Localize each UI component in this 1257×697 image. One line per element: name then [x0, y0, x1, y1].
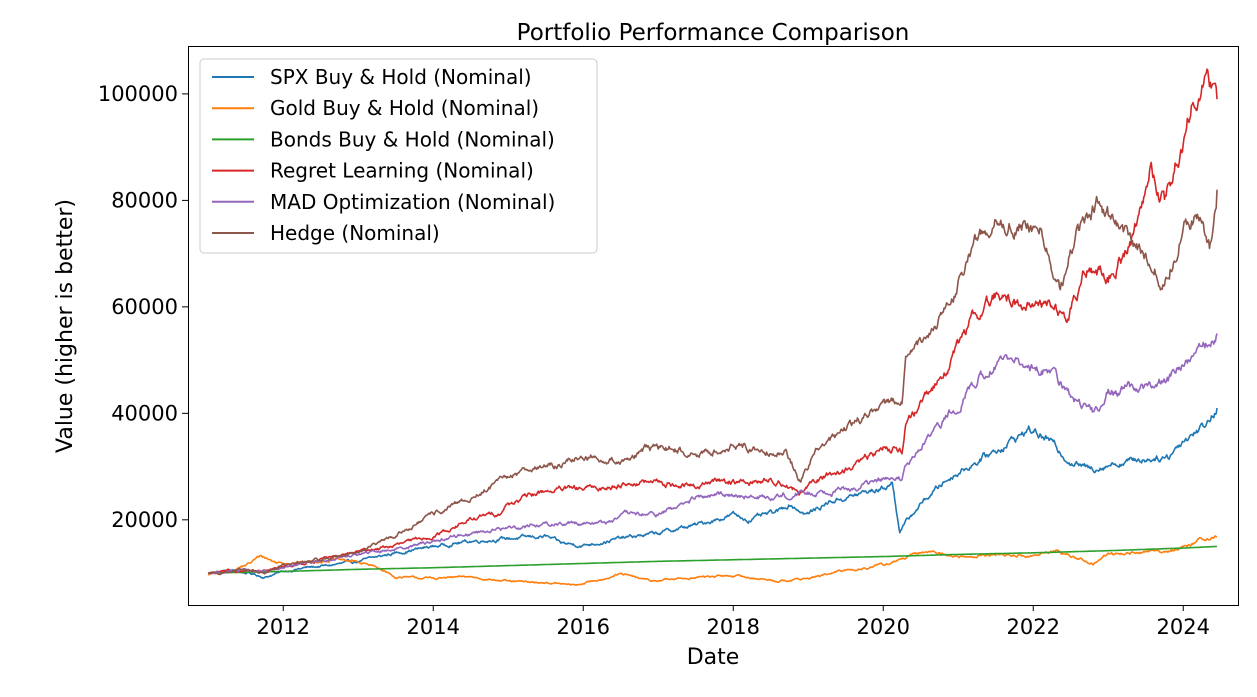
y-axis-label: Value (higher is better): [53, 199, 78, 453]
y-axis: 20000 40000 60000 80000 100000: [98, 82, 188, 532]
y-tick-label: 60000: [111, 295, 178, 319]
legend-label-5: Hedge (Nominal): [270, 221, 440, 245]
legend-label-3: Regret Learning (Nominal): [270, 159, 534, 183]
legend: SPX Buy & Hold (Nominal) Gold Buy & Hold …: [199, 58, 598, 254]
plot-area: [188, 46, 1239, 606]
y-tick-label: 80000: [111, 188, 178, 212]
x-axis: 2012 2014 2016 2018 2020 2022 2024: [257, 605, 1210, 639]
x-tick-label: 2012: [257, 615, 310, 639]
legend-items: SPX Buy & Hold (Nominal) Gold Buy & Hold …: [212, 65, 555, 245]
series-line-2: [208, 545, 1218, 574]
series-layer: [207, 68, 1218, 586]
y-tick-label: 40000: [111, 401, 178, 425]
x-tick-label: 2024: [1157, 615, 1210, 639]
x-tick-label: 2014: [407, 615, 460, 639]
x-tick-label: 2022: [1007, 615, 1060, 639]
series-line-3: [207, 68, 1218, 575]
series-line-4: [207, 333, 1218, 575]
legend-label-0: SPX Buy & Hold (Nominal): [270, 65, 532, 89]
chart-title: Portfolio Performance Comparison: [517, 20, 910, 46]
legend-label-2: Bonds Buy & Hold (Nominal): [270, 127, 555, 151]
series-line-5: [207, 189, 1218, 576]
x-tick-label: 2020: [857, 615, 910, 639]
series-line-0: [207, 407, 1218, 580]
legend-label-1: Gold Buy & Hold (Nominal): [270, 96, 539, 120]
plot-frame: [188, 46, 1239, 606]
y-tick-label: 20000: [111, 508, 178, 532]
x-tick-label: 2018: [707, 615, 760, 639]
x-axis-label: Date: [687, 645, 740, 670]
legend-label-4: MAD Optimization (Nominal): [270, 190, 555, 214]
legend-box: [199, 58, 598, 254]
y-tick-label: 100000: [98, 82, 178, 106]
x-tick-label: 2016: [557, 615, 610, 639]
